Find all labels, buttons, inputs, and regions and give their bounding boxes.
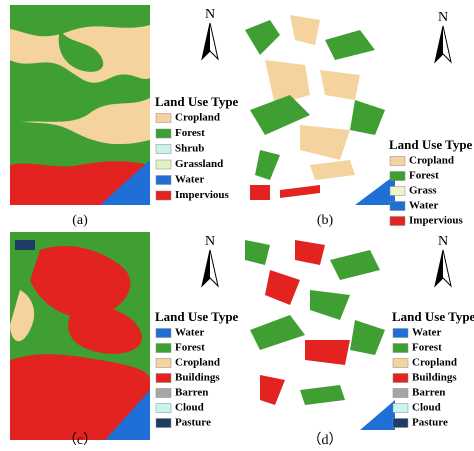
map-a <box>10 5 150 205</box>
legend-label: Barren <box>412 387 445 399</box>
legend-title: Land Use Type <box>392 309 474 324</box>
legend-swatch <box>155 159 172 170</box>
legend-title: Land Use Type <box>155 309 239 324</box>
legend-swatch <box>392 358 409 368</box>
panel-label: (b) <box>317 213 334 228</box>
legend-label: Forest <box>175 342 205 354</box>
legend-swatch <box>155 343 172 353</box>
north-label: N <box>438 10 448 25</box>
legend-label: Cloud <box>412 402 441 414</box>
legend-swatch <box>389 216 406 226</box>
legend-title: Land Use Type <box>155 94 239 109</box>
legend-label: Forest <box>409 170 439 182</box>
legend-label: Water <box>412 327 441 339</box>
legend-swatch <box>155 418 172 428</box>
north-label: N <box>205 7 215 22</box>
north-label: N <box>205 234 215 249</box>
legend-swatch <box>155 373 172 383</box>
legend-swatch <box>155 144 172 154</box>
legend-label: Pasture <box>175 417 211 429</box>
legend-label: Grass <box>409 185 437 197</box>
legend-label: Cloud <box>175 402 204 414</box>
legend-swatch <box>392 343 409 353</box>
map-c <box>10 232 150 440</box>
north-arrow-fill <box>202 250 210 286</box>
legend-label: Grassland <box>175 158 223 170</box>
legend-swatch <box>155 328 172 338</box>
legend-swatch <box>155 175 172 185</box>
north-arrow-fill <box>435 250 443 286</box>
legend-swatch <box>389 186 406 196</box>
legend-swatch <box>392 373 409 383</box>
legend-label: Cropland <box>412 357 457 369</box>
north-label: N <box>438 234 448 249</box>
legend-swatch <box>155 113 172 123</box>
map-b <box>245 15 395 205</box>
map-d <box>245 240 395 430</box>
legend-label: Buildings <box>175 372 220 384</box>
north-arrow-fill <box>435 26 443 62</box>
legend-swatch <box>155 403 172 413</box>
legend-label: Barren <box>175 387 208 399</box>
legend-swatch <box>392 388 409 398</box>
legend-swatch <box>155 388 172 398</box>
legend-label: Impervious <box>409 215 464 227</box>
legend-label: Impervious <box>175 189 230 201</box>
legend-title: Land Use Type <box>389 137 473 152</box>
legend-swatch <box>392 403 409 413</box>
legend-label: Buildings <box>412 372 457 384</box>
north-arrow-fill <box>202 23 210 59</box>
legend-label: Forest <box>412 342 442 354</box>
legend-label: Pasture <box>412 417 448 429</box>
legend-swatch <box>392 328 409 338</box>
legend-label: Water <box>175 327 204 339</box>
legend-label: Forest <box>175 127 205 139</box>
legend-label: Shrub <box>175 143 204 155</box>
legend-label: Water <box>409 200 438 212</box>
panel-label: (a) <box>72 213 88 228</box>
panel-label: （d） <box>308 432 343 448</box>
legend-label: Cropland <box>175 357 220 369</box>
legend-swatch <box>155 128 172 139</box>
legend-label: Water <box>175 174 204 186</box>
panel-label: （c） <box>63 432 97 448</box>
legend-label: Cropland <box>175 112 220 124</box>
legend-swatch <box>389 171 406 181</box>
legend-swatch <box>155 190 172 201</box>
legend-swatch <box>389 156 406 166</box>
legend-swatch <box>392 418 409 428</box>
legend-swatch <box>155 358 172 368</box>
legend-label: Cropland <box>409 155 454 167</box>
legend-swatch <box>389 201 406 211</box>
